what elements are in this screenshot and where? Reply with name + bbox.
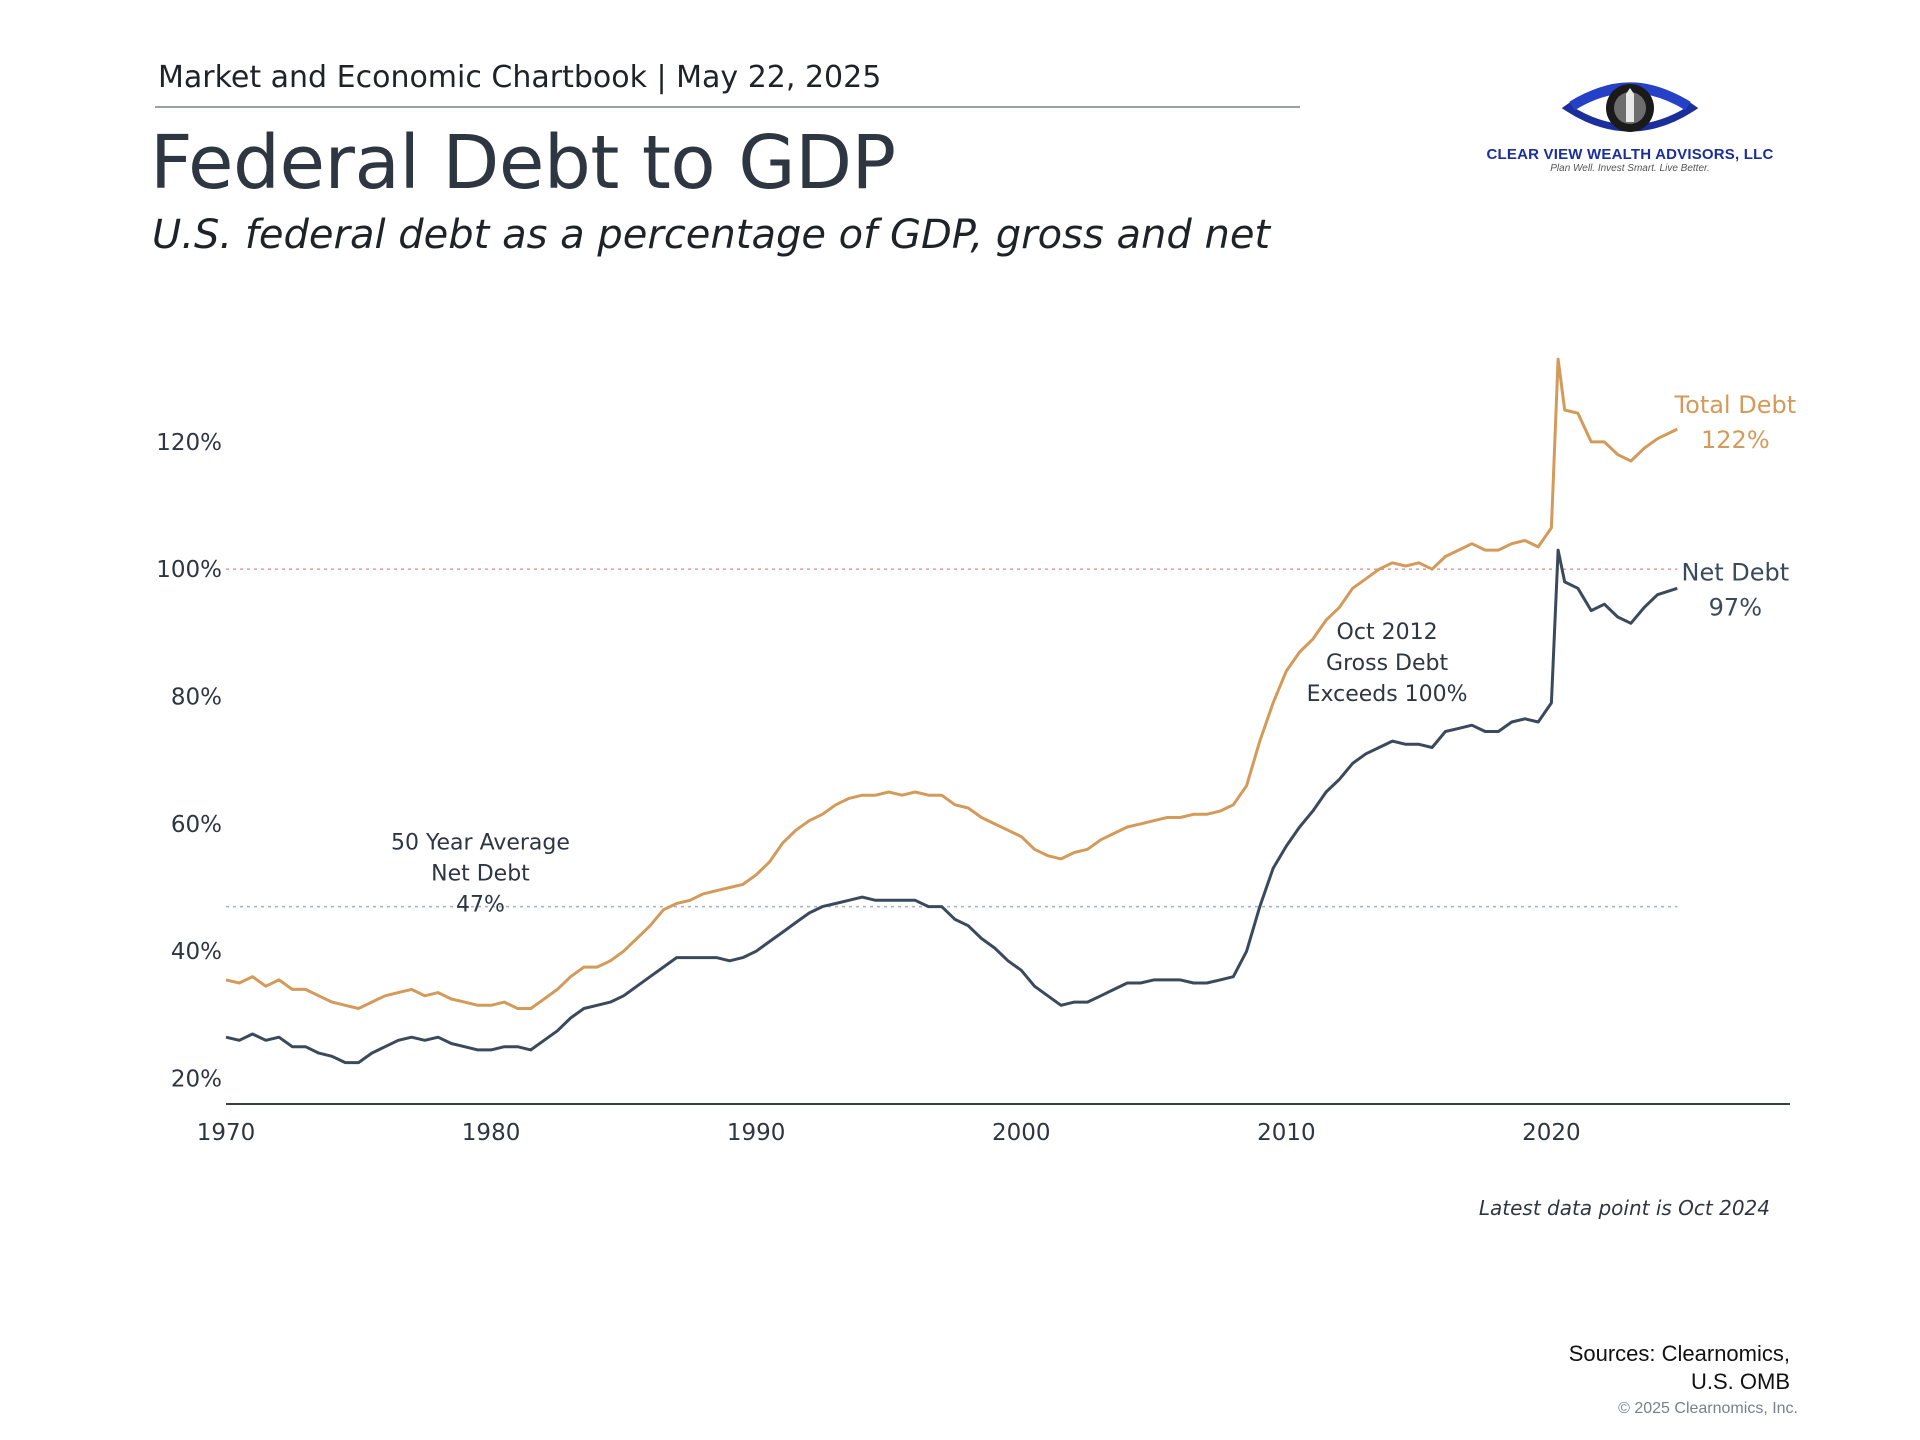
x-tick-label: 1980	[462, 1120, 521, 1146]
x-tick-label: 2020	[1522, 1120, 1581, 1146]
annotation-text: Gross Debt	[1326, 651, 1448, 676]
series-end-value: 122%	[1701, 426, 1770, 454]
logo-company-name: CLEAR VIEW WEALTH ADVISORS, LLC	[1486, 146, 1774, 163]
y-tick-label: 120%	[156, 430, 222, 456]
y-tick-label: 40%	[171, 939, 222, 965]
annotation-text: 50 Year Average	[391, 830, 570, 855]
y-tick-label: 100%	[156, 557, 222, 583]
annotation-text: Net Debt	[431, 861, 530, 886]
company-logo: CLEAR VIEW WEALTH ADVISORS, LLC Plan Wel…	[1480, 70, 1780, 180]
header-divider	[155, 106, 1300, 108]
y-tick-label: 80%	[171, 685, 222, 711]
sources-line-2: U.S. OMB	[1690, 1369, 1790, 1394]
x-tick-label: 1990	[727, 1120, 786, 1146]
annotation-text: 47%	[456, 892, 505, 917]
sources: Sources: Clearnomics, U.S. OMB	[1400, 1340, 1790, 1396]
page-title: Federal Debt to GDP	[150, 120, 896, 206]
page-subtitle: U.S. federal debt as a percentage of GDP…	[152, 212, 1271, 258]
annotation-text: Oct 2012	[1337, 620, 1438, 645]
latest-data-note: Latest data point is Oct 2024	[1478, 1196, 1770, 1220]
y-tick-label: 60%	[171, 812, 222, 838]
x-tick-label: 1970	[197, 1120, 256, 1146]
series-end-label: Net Debt	[1682, 558, 1790, 586]
series-end-label: Total Debt	[1674, 391, 1797, 419]
series-line-total-debt	[225, 357, 1678, 1010]
chartbook-header: Market and Economic Chartbook | May 22, …	[158, 60, 882, 95]
sources-line-1: Sources: Clearnomics,	[1568, 1341, 1790, 1366]
y-tick-label: 20%	[171, 1067, 222, 1093]
series-line-net-debt	[225, 548, 1678, 1065]
series-end-value: 97%	[1709, 593, 1762, 621]
x-tick-label: 2000	[992, 1120, 1051, 1146]
annotation-text: Exceeds 100%	[1307, 682, 1468, 707]
eye-logo-icon	[1561, 82, 1699, 132]
logo-tagline: Plan Well. Invest Smart. Live Better.	[1550, 163, 1710, 174]
x-tick-label: 2010	[1257, 1120, 1316, 1146]
copyright: © 2025 Clearnomics, Inc.	[1618, 1400, 1798, 1417]
